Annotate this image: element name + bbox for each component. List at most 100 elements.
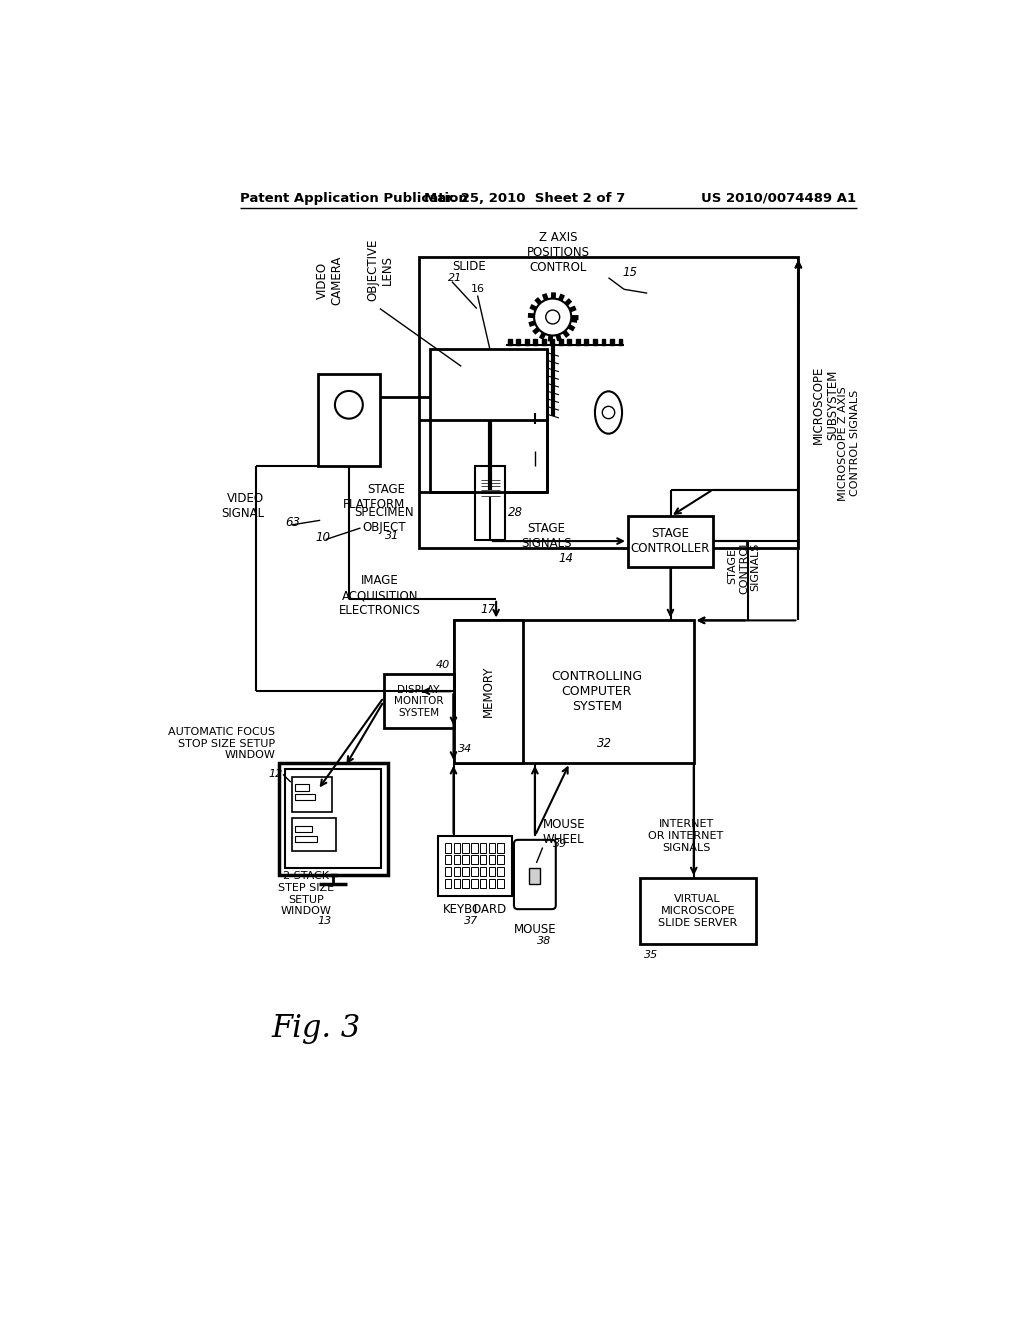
Bar: [454, 620, 523, 763]
Text: OBJECTIVE
LENS: OBJECTIVE LENS: [366, 239, 394, 301]
Bar: [463, 843, 469, 853]
Text: DISPLAY
MONITOR
SYSTEM: DISPLAY MONITOR SYSTEM: [394, 685, 443, 718]
Text: 13: 13: [317, 916, 332, 925]
Text: CONTROLLING
COMPUTER
SYSTEM: CONTROLLING COMPUTER SYSTEM: [551, 671, 642, 713]
Text: 2 STACK
STEP SIZE
SETUP
WINDOW: 2 STACK STEP SIZE SETUP WINDOW: [279, 871, 334, 916]
Bar: [445, 879, 452, 888]
Text: 40: 40: [435, 660, 450, 671]
Bar: [488, 843, 496, 853]
Text: SLIDE: SLIDE: [452, 260, 485, 273]
Bar: [480, 855, 486, 865]
Text: MICROSCOPE Z AXIS
CONTROL SIGNALS: MICROSCOPE Z AXIS CONTROL SIGNALS: [838, 385, 859, 500]
Text: 31: 31: [385, 531, 399, 541]
Bar: [295, 784, 309, 791]
Bar: [488, 867, 496, 876]
Text: Fig. 3: Fig. 3: [271, 1012, 360, 1044]
Text: 38: 38: [537, 936, 551, 945]
Text: MOUSE
WHEEL: MOUSE WHEEL: [543, 818, 586, 846]
Text: SPECIMEN
OBJECT: SPECIMEN OBJECT: [354, 507, 414, 535]
Text: 28: 28: [508, 506, 522, 519]
Polygon shape: [567, 339, 571, 345]
Text: IMAGE
ACQUISITION
ELECTRONICS: IMAGE ACQUISITION ELECTRONICS: [339, 574, 421, 618]
Bar: [498, 843, 504, 853]
Bar: [292, 818, 337, 850]
Polygon shape: [542, 339, 546, 345]
Polygon shape: [601, 339, 605, 345]
Text: AUTOMATIC FOCUS
STOP SIZE SETUP
WINDOW: AUTOMATIC FOCUS STOP SIZE SETUP WINDOW: [168, 727, 275, 760]
Text: MEMORY: MEMORY: [482, 665, 495, 717]
Bar: [384, 675, 454, 729]
Bar: [463, 855, 469, 865]
Text: VIDEO
SIGNAL: VIDEO SIGNAL: [221, 492, 264, 520]
Bar: [475, 466, 505, 540]
Polygon shape: [618, 339, 623, 345]
Bar: [445, 867, 452, 876]
Bar: [295, 826, 312, 832]
Text: 32: 32: [597, 737, 612, 750]
Text: 16: 16: [471, 284, 485, 294]
Text: 21: 21: [449, 273, 462, 282]
Polygon shape: [508, 339, 512, 345]
Bar: [480, 867, 486, 876]
Bar: [471, 843, 477, 853]
Text: 12: 12: [268, 770, 283, 779]
Bar: [438, 836, 512, 896]
Polygon shape: [534, 339, 538, 345]
Bar: [471, 867, 477, 876]
Bar: [488, 855, 496, 865]
Bar: [498, 867, 504, 876]
Text: 34: 34: [458, 744, 472, 754]
Text: MICROSCOPE
SUBSYSTEM: MICROSCOPE SUBSYSTEM: [811, 366, 840, 444]
Polygon shape: [559, 339, 563, 345]
Bar: [463, 867, 469, 876]
Bar: [454, 879, 460, 888]
Text: 35: 35: [644, 950, 658, 961]
Text: INTERNET
OR INTERNET
SIGNALS: INTERNET OR INTERNET SIGNALS: [648, 820, 724, 853]
Bar: [498, 879, 504, 888]
Text: VIDEO
CAMERA: VIDEO CAMERA: [315, 255, 343, 305]
Text: 39: 39: [553, 838, 567, 849]
Bar: [480, 480, 500, 498]
Bar: [419, 257, 799, 548]
Bar: [454, 855, 460, 865]
Bar: [471, 879, 477, 888]
FancyBboxPatch shape: [514, 840, 556, 909]
Polygon shape: [524, 339, 528, 345]
Text: US 2010/0074489 A1: US 2010/0074489 A1: [701, 191, 856, 205]
Polygon shape: [575, 339, 580, 345]
Text: Patent Application Publication: Patent Application Publication: [241, 191, 468, 205]
Text: Z AXIS
POSITIONS
CONTROL: Z AXIS POSITIONS CONTROL: [526, 231, 590, 273]
Bar: [488, 879, 496, 888]
Text: MOUSE: MOUSE: [514, 924, 556, 936]
Bar: [640, 878, 756, 944]
Bar: [463, 879, 469, 888]
Bar: [286, 770, 381, 869]
Bar: [471, 855, 477, 865]
Bar: [498, 855, 504, 865]
Bar: [454, 867, 460, 876]
Text: STAGE
CONTROLLER: STAGE CONTROLLER: [631, 528, 711, 556]
Text: 10: 10: [315, 531, 331, 544]
Text: 63: 63: [286, 516, 300, 529]
Bar: [454, 620, 693, 763]
Text: VIRTUAL
MICROSCOPE
SLIDE SERVER: VIRTUAL MICROSCOPE SLIDE SERVER: [658, 895, 737, 928]
Text: STAGE
SIGNALS: STAGE SIGNALS: [521, 521, 571, 549]
Bar: [445, 843, 452, 853]
Polygon shape: [516, 339, 520, 345]
Bar: [317, 374, 380, 466]
Bar: [480, 843, 486, 853]
Polygon shape: [593, 339, 597, 345]
Bar: [280, 763, 388, 875]
Text: 37: 37: [464, 916, 478, 925]
Text: 17: 17: [481, 603, 496, 616]
Text: 15: 15: [623, 265, 638, 279]
Bar: [295, 793, 314, 800]
Text: Mar. 25, 2010  Sheet 2 of 7: Mar. 25, 2010 Sheet 2 of 7: [424, 191, 626, 205]
Bar: [628, 516, 713, 566]
Bar: [529, 869, 541, 884]
Text: 14: 14: [558, 552, 573, 565]
Text: STAGE
PLATFORM: STAGE PLATFORM: [343, 483, 406, 511]
Bar: [445, 855, 452, 865]
Text: STAGE
CONTROL
SIGNALS: STAGE CONTROL SIGNALS: [727, 540, 761, 594]
Polygon shape: [550, 339, 554, 345]
